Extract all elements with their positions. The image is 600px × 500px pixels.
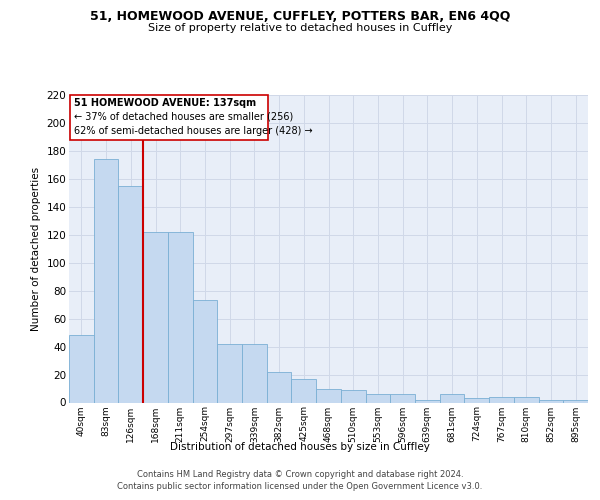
Bar	[316, 388, 341, 402]
Bar	[217, 344, 242, 403]
Bar	[69, 336, 94, 402]
Bar	[341, 390, 365, 402]
Bar	[440, 394, 464, 402]
Bar	[143, 232, 168, 402]
Bar	[514, 397, 539, 402]
Bar	[563, 400, 588, 402]
Bar	[365, 394, 390, 402]
Bar	[415, 400, 440, 402]
Bar	[193, 300, 217, 402]
Bar	[94, 160, 118, 402]
Text: 51, HOMEWOOD AVENUE, CUFFLEY, POTTERS BAR, EN6 4QQ: 51, HOMEWOOD AVENUE, CUFFLEY, POTTERS BA…	[90, 10, 510, 23]
Y-axis label: Number of detached properties: Number of detached properties	[31, 166, 41, 331]
Text: ← 37% of detached houses are smaller (256): ← 37% of detached houses are smaller (25…	[74, 112, 293, 122]
Text: Contains public sector information licensed under the Open Government Licence v3: Contains public sector information licen…	[118, 482, 482, 491]
Bar	[489, 397, 514, 402]
Bar	[464, 398, 489, 402]
Text: Distribution of detached houses by size in Cuffley: Distribution of detached houses by size …	[170, 442, 430, 452]
Bar	[539, 400, 563, 402]
FancyBboxPatch shape	[70, 95, 268, 140]
Text: 62% of semi-detached houses are larger (428) →: 62% of semi-detached houses are larger (…	[74, 126, 313, 136]
Bar	[267, 372, 292, 402]
Bar	[168, 232, 193, 402]
Bar	[242, 344, 267, 403]
Bar	[390, 394, 415, 402]
Bar	[292, 378, 316, 402]
Text: 51 HOMEWOOD AVENUE: 137sqm: 51 HOMEWOOD AVENUE: 137sqm	[74, 98, 256, 108]
Text: Contains HM Land Registry data © Crown copyright and database right 2024.: Contains HM Land Registry data © Crown c…	[137, 470, 463, 479]
Bar	[118, 186, 143, 402]
Text: Size of property relative to detached houses in Cuffley: Size of property relative to detached ho…	[148, 23, 452, 33]
